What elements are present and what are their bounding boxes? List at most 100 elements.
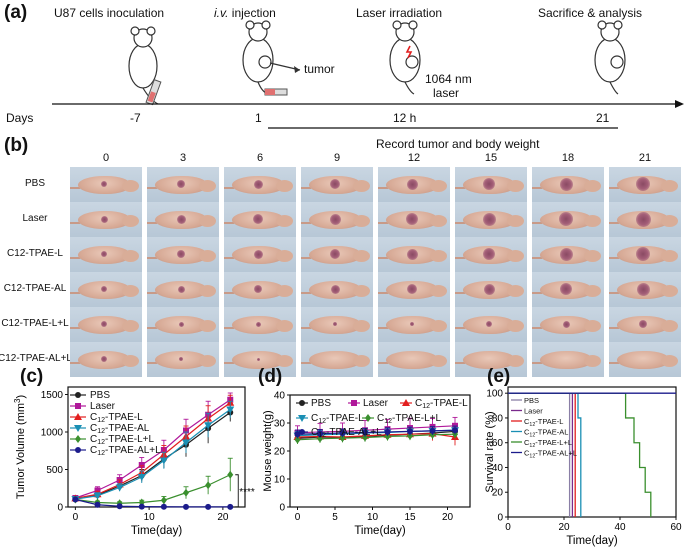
mouse-tail [224, 362, 234, 364]
y-tick-label: 20 [492, 488, 504, 499]
mouse-head [276, 180, 293, 192]
data-point-s3-4 [159, 457, 168, 465]
tumor-spot [636, 282, 650, 296]
tumor-spot [483, 283, 495, 295]
mouse-head [430, 355, 447, 367]
data-point-s5-4 [384, 428, 391, 435]
mouse-head [353, 250, 370, 262]
mouse-tail [147, 222, 157, 224]
group-row-label-4: C12-TPAE-L+L [1, 318, 69, 329]
mouse-tail [224, 222, 234, 224]
mouse-head [199, 355, 216, 367]
mouse-photo-r1-c6 [532, 202, 604, 237]
data-point-s5-3 [138, 503, 145, 510]
data-point-s5-5 [183, 503, 189, 510]
data-point-s5-0 [294, 431, 301, 438]
plot-frame [507, 386, 677, 518]
mouse-tail [147, 362, 157, 364]
mouse-head [199, 180, 216, 192]
data-point-s5-6 [429, 427, 436, 434]
mouse-photo-r2-c1 [147, 237, 219, 272]
laser-bolt-icon [405, 45, 413, 59]
mouse-photo-r3-c7 [609, 272, 681, 307]
mouse-icon-sacrifice [594, 20, 626, 95]
mouse-photo-r5-c7 [609, 342, 681, 377]
tumor-spot [562, 320, 570, 328]
mouse-photo-r4-c3 [301, 307, 373, 342]
data-point-s3-6 [204, 422, 213, 430]
mouse-photo-r3-c0 [70, 272, 142, 307]
series-line-5 [75, 498, 231, 508]
tumor-spot [178, 321, 184, 327]
x-axis-label: Time(day) [566, 535, 617, 547]
tumor-spot [407, 284, 417, 294]
tumor-spot [559, 247, 573, 261]
legend-label-5: C12-TPAE-AL+L [90, 445, 161, 457]
y-tick-label: 100 [486, 389, 503, 400]
x-tick-label: 0 [73, 512, 79, 523]
mouse-tail [609, 187, 619, 189]
tumor-spot [101, 356, 107, 362]
mouse-head [122, 355, 139, 367]
data-point-s5-6 [205, 503, 212, 510]
iv-suffix: injection [228, 6, 276, 20]
tumor-spot [329, 213, 341, 225]
y-axis-label: Survival rate (%) [484, 411, 496, 492]
mouse-photo-r0-c7 [609, 167, 681, 202]
tumor-spot [636, 247, 650, 261]
x-tick-label: 15 [404, 512, 416, 523]
data-point-s5-7 [227, 503, 234, 510]
mouse-photo-r3-c6 [532, 272, 604, 307]
tumor-spot [330, 249, 340, 259]
mouse-tail [301, 292, 311, 294]
mouse-photo-r1-c4 [378, 202, 450, 237]
mouse-head [661, 285, 678, 297]
iv-prefix: i.v. [214, 6, 229, 20]
mouse-tail [224, 257, 234, 259]
tumor-spot [560, 283, 572, 295]
legend-label-4: C12-TPAE-L+L [90, 434, 154, 446]
mouse-head [276, 285, 293, 297]
mouse-head [507, 355, 524, 367]
timeline-arrowhead [675, 100, 684, 108]
legend-marker-1 [75, 403, 81, 409]
mouse-photo-r4-c1 [147, 307, 219, 342]
legend-marker-4 [365, 414, 371, 422]
x-tick-label: 10 [144, 512, 156, 523]
mouse-tail [455, 257, 465, 259]
tumor-spot [101, 286, 107, 292]
tumor-spot [559, 177, 573, 191]
data-point-s5-2 [339, 430, 346, 437]
mouse-tail [455, 187, 465, 189]
data-point-s5-7 [452, 427, 458, 434]
mouse-head [661, 180, 678, 192]
laser-note-2: laser [433, 86, 460, 100]
tumor-spot [256, 357, 260, 361]
legend-marker-0 [75, 392, 81, 398]
day-column-4: 12 [407, 152, 421, 164]
timeline-tick-3: 21 [596, 111, 610, 125]
mouse-photo-r3-c5 [455, 272, 527, 307]
mouse-tail [301, 222, 311, 224]
mouse-tail [70, 222, 80, 224]
x-tick-label: 5 [332, 512, 338, 523]
data-point-s5-1 [317, 430, 323, 437]
y-tick-label: 10 [274, 475, 286, 486]
mouse-tail [70, 362, 80, 364]
y-axis-label: Tumor Volume (mm3) [13, 395, 27, 499]
mouse-head [122, 250, 139, 262]
mouse-tail [378, 187, 388, 189]
mouse-head [507, 215, 524, 227]
mouse-tail [70, 187, 80, 189]
legend-marker-4 [75, 435, 81, 443]
series-line-4 [75, 474, 231, 504]
mouse-photo-r1-c7 [609, 202, 681, 237]
mouse-photo-r4-c6 [532, 307, 604, 342]
group-row-label-2: C12-TPAE-L [7, 248, 63, 259]
y-tick-label: 80 [492, 413, 504, 424]
mouse-head [276, 320, 293, 332]
mouse-body [617, 351, 669, 369]
mouse-photo-r5-c2 [224, 342, 296, 377]
mouse-photo-r5-c6 [532, 342, 604, 377]
survival-rate-chart: 0 20 40 60 0 20 40 60 80 100 Time(day) Survival rat… [484, 386, 682, 547]
